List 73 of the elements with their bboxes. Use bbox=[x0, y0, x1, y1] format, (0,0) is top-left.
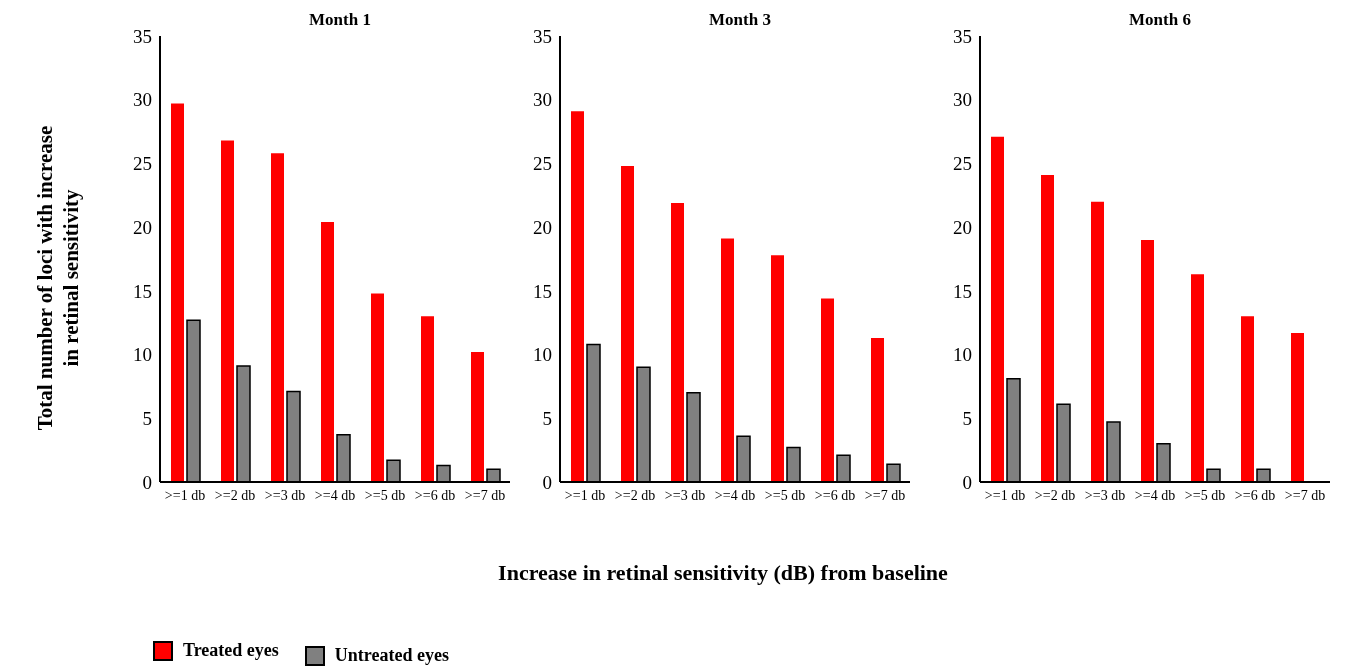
x-tick-label: >=3 db bbox=[664, 487, 706, 503]
bar bbox=[1291, 332, 1304, 482]
x-tick-label: >=6 db bbox=[1234, 487, 1276, 503]
bar bbox=[1141, 239, 1154, 482]
x-tick-label: >=2 db bbox=[1034, 487, 1076, 503]
y-tick-label: 25 bbox=[133, 153, 152, 175]
x-tick-label: >=7 db bbox=[864, 487, 906, 503]
x-tick-label: >=2 db bbox=[614, 487, 656, 503]
y-tick-label: 10 bbox=[533, 344, 552, 366]
bar bbox=[871, 338, 884, 482]
y-tick-label: 30 bbox=[533, 89, 552, 111]
bar bbox=[1091, 201, 1104, 482]
y-tick-label: 25 bbox=[953, 153, 972, 175]
y-tick-label: 15 bbox=[133, 280, 152, 302]
y-tick-label: 0 bbox=[962, 471, 972, 493]
y-tick-label: 25 bbox=[533, 153, 552, 175]
y-tick-label: 15 bbox=[533, 280, 552, 302]
x-tick-label: >=4 db bbox=[714, 487, 756, 503]
y-tick-label: 5 bbox=[142, 408, 152, 430]
bar bbox=[1241, 316, 1254, 482]
x-tick-label: >=6 db bbox=[814, 487, 856, 503]
y-axis-title: Total number of loci with increase in retinal sensitivity bbox=[32, 124, 84, 433]
bar bbox=[371, 293, 384, 482]
x-tick-label: >=4 db bbox=[314, 487, 356, 503]
bar bbox=[1041, 174, 1054, 482]
bar bbox=[171, 103, 184, 482]
bar bbox=[621, 165, 634, 482]
x-tick-label: >=6 db bbox=[414, 487, 456, 503]
y-tick-label: 15 bbox=[953, 280, 972, 302]
x-tick-label: >=5 db bbox=[764, 487, 806, 503]
bar bbox=[271, 153, 284, 482]
bar bbox=[221, 140, 234, 482]
y-tick-label: 30 bbox=[953, 89, 972, 111]
bar bbox=[421, 316, 434, 482]
bar bbox=[721, 238, 734, 482]
x-tick-label: >=7 db bbox=[464, 487, 506, 503]
y-tick-label: 35 bbox=[533, 25, 552, 47]
chart-title: Month 1 bbox=[308, 10, 372, 30]
legend-label: Treated eyes bbox=[183, 640, 279, 661]
legend-label: Untreated eyes bbox=[334, 645, 449, 666]
y-tick-label: 20 bbox=[133, 216, 152, 238]
y-tick-label: 35 bbox=[953, 25, 972, 47]
y-tick-label: 5 bbox=[962, 408, 972, 430]
y-tick-label: 0 bbox=[142, 471, 152, 493]
bar bbox=[991, 136, 1004, 482]
x-tick-label: >=1 db bbox=[164, 487, 206, 503]
y-tick-label: 10 bbox=[953, 344, 972, 366]
y-tick-label: 10 bbox=[133, 344, 152, 366]
y-tick-label: 35 bbox=[133, 25, 152, 47]
x-tick-label: >=7 db bbox=[1284, 487, 1326, 503]
x-tick-label: >=1 db bbox=[984, 487, 1026, 503]
bar bbox=[1191, 274, 1204, 482]
bar bbox=[821, 298, 834, 482]
y-tick-label: 20 bbox=[953, 216, 972, 238]
y-tick-label: 0 bbox=[542, 471, 552, 493]
chart-title: Month 3 bbox=[708, 10, 772, 30]
bar bbox=[321, 222, 334, 482]
y-tick-label: 20 bbox=[533, 216, 552, 238]
bar bbox=[771, 255, 784, 482]
bar bbox=[571, 111, 584, 482]
x-tick-label: >=3 db bbox=[264, 487, 306, 503]
bar bbox=[471, 352, 484, 482]
y-tick-label: 30 bbox=[133, 89, 152, 111]
x-tick-label: >=1 db bbox=[564, 487, 606, 503]
x-tick-label: >=2 db bbox=[214, 487, 256, 503]
x-tick-label: >=3 db bbox=[1084, 487, 1126, 503]
y-tick-label: 5 bbox=[542, 408, 552, 430]
bar bbox=[671, 202, 684, 482]
x-tick-label: >=5 db bbox=[364, 487, 406, 503]
x-tick-label: >=4 db bbox=[1134, 487, 1176, 503]
x-tick-label: >=5 db bbox=[1184, 487, 1226, 503]
x-axis-title: Increase in retinal sensitivity (dB) from baseline bbox=[497, 560, 949, 586]
chart-title: Month 6 bbox=[1128, 10, 1192, 30]
